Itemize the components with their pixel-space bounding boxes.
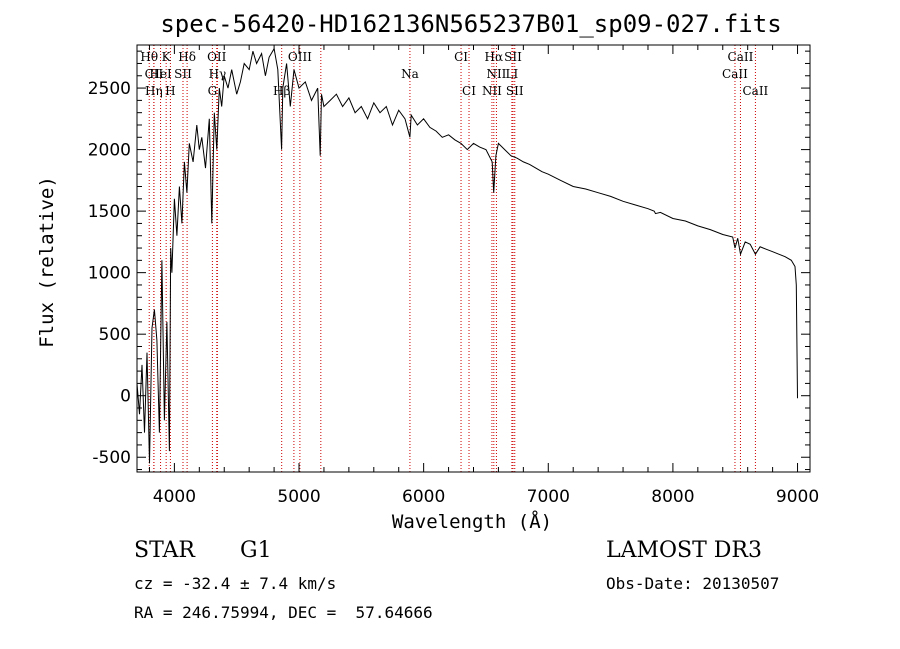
line-label: Hδ	[178, 50, 196, 64]
y-tick-label: 500	[99, 325, 131, 345]
line-label: SII	[506, 84, 524, 98]
line-label: CI	[454, 50, 468, 64]
line-markers	[148, 45, 756, 472]
x-tick-label: 9000	[776, 487, 819, 507]
line-label: K	[162, 50, 172, 64]
object-subclass: G1	[240, 538, 272, 563]
y-tick-label: -500	[92, 448, 131, 468]
redshift-cz: cz = -32.4 ± 7.4 km/s	[134, 574, 337, 593]
line-label: Hβ	[273, 84, 290, 98]
line-labels: Hθ CII Hη K HeI H Hδ SII OII Hγ G Hβ OIII Na CI CI Hα NII…	[140, 50, 768, 98]
y-tick-label: 1000	[88, 264, 131, 284]
x-tick-label: 6000	[402, 487, 445, 507]
line-label: Na	[401, 67, 419, 81]
line-label: LI	[506, 67, 519, 81]
object-class: STAR	[134, 538, 195, 563]
line-label: CII	[145, 67, 164, 81]
line-label: Hη	[145, 84, 163, 98]
spectrum-series-line	[136, 47, 798, 464]
line-label: CaII	[722, 67, 748, 81]
line-label: SII	[174, 67, 192, 81]
line-label: CaII	[742, 84, 768, 98]
line-label: NII	[486, 67, 506, 81]
survey-name: LAMOST DR3	[606, 538, 762, 563]
y-tick-label: 0	[120, 387, 131, 407]
y-tick-label: 1500	[88, 202, 131, 222]
line-label: G	[208, 84, 218, 98]
ra-dec: RA = 246.75994, DEC = 57.64666	[134, 603, 433, 622]
x-tick-label: 7000	[527, 487, 570, 507]
line-label: NII	[482, 84, 502, 98]
y-tick-label: 2000	[88, 141, 131, 161]
plot-frame	[136, 44, 811, 473]
x-axis-label: Wavelength (Å)	[392, 510, 552, 533]
x-tick-label: 4000	[153, 487, 196, 507]
obs-date: Obs-Date: 20130507	[606, 574, 780, 593]
line-label: HeI	[149, 67, 172, 81]
y-tick-label: 2500	[88, 79, 131, 99]
line-label: Hγ	[209, 67, 227, 81]
axis-ticks: 4000 5000 6000 7000 8000 9000 -500 0 500 1000 1500…	[88, 45, 819, 507]
line-label: Hθ	[140, 50, 158, 64]
line-label: OIII	[288, 50, 312, 64]
chart-title: spec-56420-HD162136N565237B01_sp09-027.f…	[160, 10, 781, 38]
line-label: CI	[462, 84, 476, 98]
line-label: Hα	[485, 50, 504, 64]
line-label: CaII	[728, 50, 754, 64]
line-label: H	[165, 84, 175, 98]
x-tick-label: 5000	[277, 487, 320, 507]
x-tick-label: 8000	[651, 487, 694, 507]
y-axis-label: Flux (relative)	[36, 176, 58, 348]
line-label: OII	[207, 50, 227, 64]
line-label: SII	[504, 50, 522, 64]
